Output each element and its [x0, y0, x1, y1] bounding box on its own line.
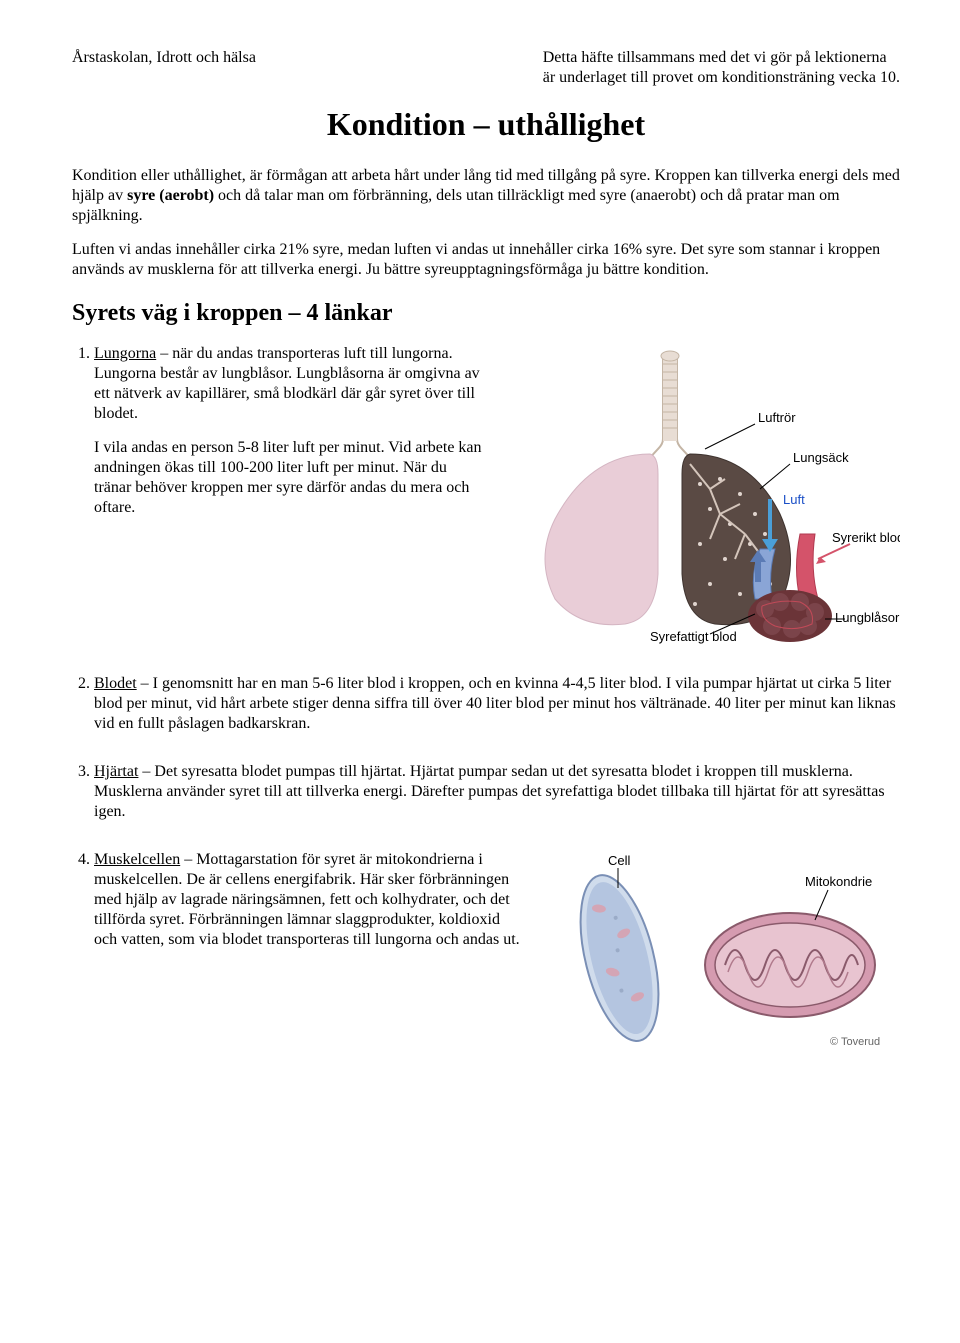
item1-heading: Lungorna: [94, 345, 156, 362]
arrowhead-syrerikt: [816, 557, 826, 564]
label-lungsack: Lungsäck: [793, 450, 849, 465]
label-luftror: Luftrör: [758, 410, 796, 425]
label-syrefattigt: Syrefattigt blod: [650, 629, 737, 644]
item1-p2: I vila andas en person 5-8 liter luft pe…: [94, 438, 484, 518]
intro-paragraph-1: Kondition eller uthållighet, är förmågan…: [72, 166, 900, 226]
label-credit: © Toverud: [830, 1036, 880, 1048]
cell-svg: Cell Mitokondrie © Toverud: [540, 850, 900, 1050]
item4-heading: Muskelcellen: [94, 851, 180, 868]
item-4-text-col: Muskelcellen – Mottagarstation för syret…: [72, 850, 524, 1056]
subheading: Syrets väg i kroppen – 4 länkar: [72, 298, 900, 328]
header-right: Detta häfte tillsammans med det vi gör p…: [543, 48, 900, 88]
header-right-line1: Detta häfte tillsammans med det vi gör p…: [543, 49, 887, 66]
list-item-3: Hjärtat – Det syresatta blodet pumpas ti…: [94, 762, 900, 822]
header-right-line2: är underlaget till provet om konditionst…: [543, 69, 900, 86]
item-4-list: Muskelcellen – Mottagarstation för syret…: [72, 850, 524, 950]
page-header: Årstaskolan, Idrott och hälsa Detta häft…: [72, 48, 900, 88]
intro-p1-bold: syre (aerobt): [127, 187, 214, 204]
page-title: Kondition – uthållighet: [72, 104, 900, 144]
lung-svg: Luftrör Lungsäck Luft Syrerikt blod Syre…: [500, 344, 900, 644]
list-item-2: Blodet – I genomsnitt har en man 5-6 lit…: [94, 674, 900, 734]
intro-paragraph-2: Luften vi andas innehåller cirka 21% syr…: [72, 240, 900, 280]
item-4-row: Muskelcellen – Mottagarstation för syret…: [72, 850, 900, 1056]
alveoli-icon: [748, 590, 832, 642]
item-2-list: Blodet – I genomsnitt har en man 5-6 lit…: [72, 674, 900, 734]
pointer-syrerikt: [818, 544, 850, 559]
mitochondrion-icon: [705, 913, 875, 1017]
item-1-text-col: Lungorna – när du andas transporteras lu…: [72, 344, 484, 650]
item-1-row: Lungorna – när du andas transporteras lu…: [72, 344, 900, 650]
item3-heading: Hjärtat: [94, 763, 138, 780]
item-1-list: Lungorna – när du andas transporteras lu…: [72, 344, 484, 518]
pointer-luftror: [705, 424, 755, 449]
pointer-lungsack: [760, 464, 790, 489]
item2-text: – I genomsnitt har en man 5-6 liter blod…: [94, 675, 896, 732]
label-mitokondrie: Mitokondrie: [805, 874, 872, 889]
label-luft: Luft: [783, 492, 805, 507]
cell-figure: Cell Mitokondrie © Toverud: [540, 850, 900, 1056]
label-cell: Cell: [608, 853, 631, 868]
left-lung-icon: [545, 454, 658, 625]
label-lungblasor: Lungblåsor: [835, 610, 900, 625]
list-item-1: Lungorna – när du andas transporteras lu…: [94, 344, 484, 518]
cell-body-icon: [566, 867, 673, 1048]
item3-text: – Det syresatta blodet pumpas till hjärt…: [94, 763, 885, 820]
item2-heading: Blodet: [94, 675, 137, 692]
list-item-4: Muskelcellen – Mottagarstation för syret…: [94, 850, 524, 950]
label-syrerikt: Syrerikt blod: [832, 530, 900, 545]
lung-figure: Luftrör Lungsäck Luft Syrerikt blod Syre…: [500, 344, 900, 650]
item-3-list: Hjärtat – Det syresatta blodet pumpas ti…: [72, 762, 900, 822]
header-left: Årstaskolan, Idrott och hälsa: [72, 48, 256, 88]
